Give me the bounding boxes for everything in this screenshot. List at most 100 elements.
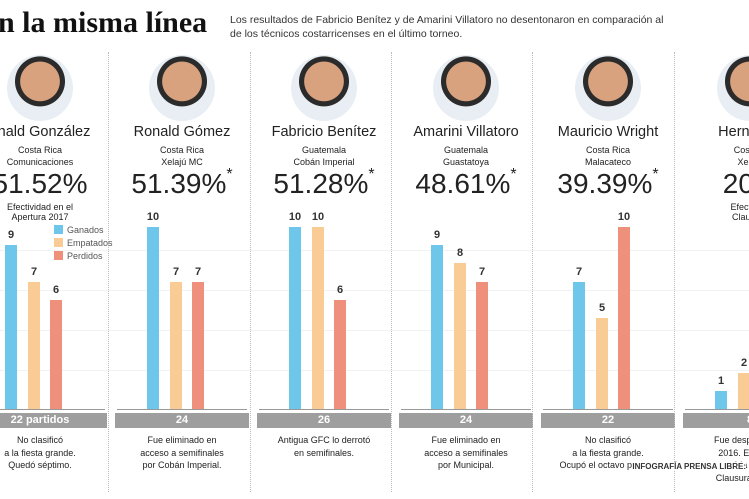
bar-ganados [147,227,159,409]
bar-ganados [573,281,585,409]
coach-country: Guatemala [301,145,347,155]
baseline [401,409,531,410]
pct-text: 51.39% [131,168,227,199]
baseline [117,409,247,410]
note-line: a la fiesta grande. [4,447,76,458]
swatch-ganados [54,225,63,234]
column-divider [391,52,392,492]
note-line: No clasificó [584,435,631,445]
pct-text: 51.52% [0,168,88,199]
note-line: Fue eliminado en [431,435,501,445]
coach-column: Fabricio Benítez Guatemala Cobán Imperial 5… [253,0,395,499]
coach-column: Mauricio Wright Costa Rica Malacateco 39.39… [537,0,679,499]
effectiveness-label: Efectividad en el [6,202,74,212]
coach-country: Guatemala [443,145,489,155]
note-line: Ocupó el octavo puesto. [559,460,657,470]
note-line: por Municipal. [437,460,495,470]
coach-column: onald González Costa Rica Comunicaciones51… [0,0,111,499]
bar-perdidos [618,227,630,409]
baseline [543,409,673,410]
bar-perdidos [50,299,62,409]
bar-perdidos [476,281,488,409]
games-count: 8 [683,413,749,428]
swatch-perdidos [54,251,63,260]
bar-empatados [312,227,324,409]
coach-note: Fue eliminado en acceso a semifinales por … [395,434,537,472]
effectiveness-value: 39.39%* [517,166,699,200]
gridline [0,330,749,331]
data-label: 10 [311,211,325,223]
data-label: 1 [717,374,725,387]
coach-country: Costa Rica [17,145,62,155]
effectiveness-value: 51.28%* [233,166,415,200]
note-line: acceso a semifinales [424,447,508,458]
coach-note: Antigua GFC lo derrotó en semifinales. [253,434,395,459]
pct-text: 51.28% [273,168,369,199]
coach-team: Cobán Imperial [293,157,355,167]
note-line: a la fiesta grande. [572,447,644,458]
legend-item-empatados: Empatados [54,236,113,249]
note-line: Antigua GFC lo derrotó [277,435,371,445]
coach-column: Ronald Gómez Costa Rica Xelajú MC 51.39%* 10… [111,0,253,499]
title: n la misma línea [0,6,208,39]
pct-text: 20.8 [722,168,749,199]
coach-team: Comunicaciones [6,157,74,167]
bar-ganados [5,245,17,409]
coach-photo [291,55,357,121]
coach-photo [433,55,499,121]
note-line: Fue eliminado en [147,435,217,445]
bar-empatados [738,372,749,409]
data-label: 10 [146,211,160,223]
effectiveness-label: Efectivida [730,202,749,212]
pct-text: 39.39% [557,168,653,199]
note-line: Fue despedido en [713,435,749,445]
games-count: 24 [115,413,249,428]
legend: Ganados Empatados Perdidos [54,223,113,262]
baseline [0,409,105,410]
bar-empatados [28,281,40,409]
games-count: 22 [541,413,675,428]
data-label: 5 [598,302,606,314]
effectiveness-label: Apertura 2017 [11,212,69,222]
effectiveness-value: 51.39%* [91,166,273,200]
pct-text: 48.61% [415,168,511,199]
column-divider [532,52,533,492]
asterisk: * [652,166,659,183]
coach-country: Costa Rica [159,145,204,155]
bar-perdidos [192,281,204,409]
note-line: en semifinales. [293,447,355,458]
games-count: 22 partidos [0,413,107,428]
swatch-empatados [54,238,63,247]
coach-photo [149,55,215,121]
note-line: No clasificó [16,435,63,445]
note-line: Clausura 2012 fu [715,472,749,483]
coach-photo [7,55,73,121]
note-line: por Cobán Imperial. [142,460,222,470]
coach-name: Ronald Gómez [133,124,231,140]
bar-ganados [431,245,443,409]
gridline [0,250,749,251]
asterisk: * [226,166,233,183]
games-count: 26 [257,413,391,428]
column-divider [108,52,109,492]
bar-ganados [289,227,301,409]
data-label: 10 [288,211,302,223]
asterisk: * [510,166,517,183]
legend-label: Empatados [67,237,113,248]
data-label: 2 [740,356,748,369]
coach-name: onald González [0,124,91,140]
effectiveness-value: 20.8 [659,168,749,200]
bar-ganados [715,390,727,409]
coach-team: Malacateco [584,157,632,167]
games-count: 24 [399,413,533,428]
coach-country: Costa Rica [585,145,630,155]
data-label: 7 [575,265,583,278]
legend-item-ganados: Ganados [54,223,113,236]
column-divider [250,52,251,492]
note-line: 2016. En el Ape [718,447,749,458]
coach-name: Fabricio Benítez [271,124,377,140]
coach-note: No clasificó a la fiesta grande. Quedó sép… [0,434,111,472]
coach-team: Guastatoya [442,157,490,167]
bar-empatados [170,281,182,409]
